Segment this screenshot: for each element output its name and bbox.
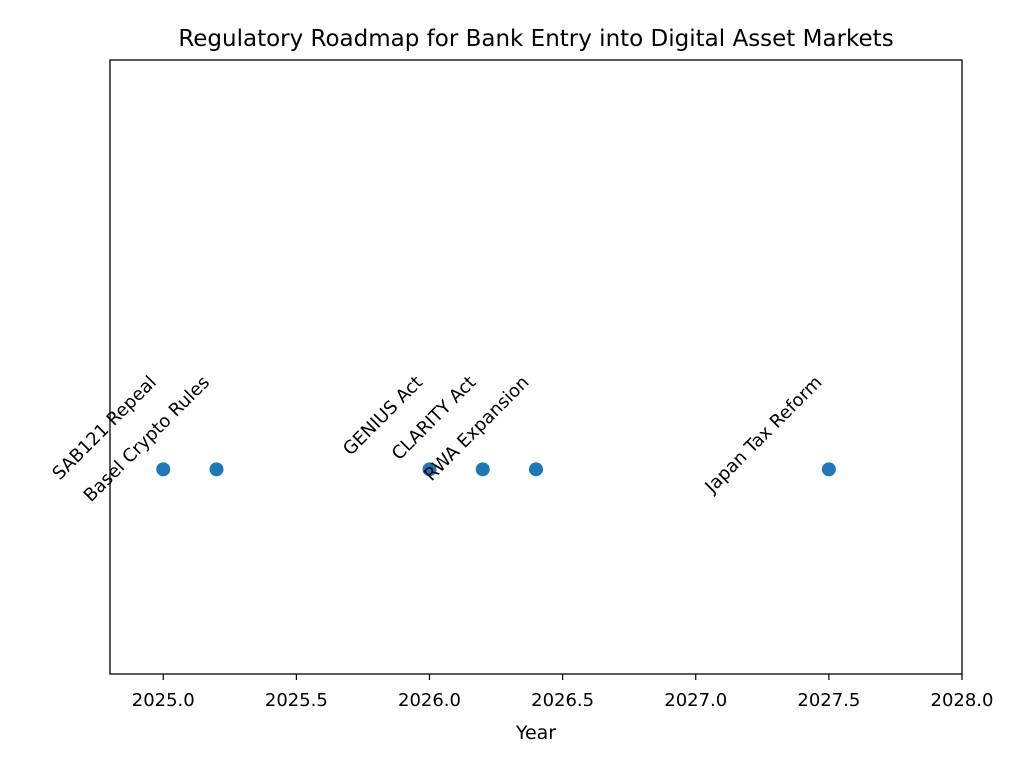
point [475,462,490,477]
x-tick-label: 2028.0 [931,690,994,711]
x-axis-label: Year [515,722,556,744]
point [209,462,224,477]
x-tick-label: 2025.5 [265,690,328,711]
point [529,462,543,477]
x-tick-label: 2027.5 [797,690,860,711]
plot-frame [109,59,963,675]
x-tick-label: 2026.5 [531,690,594,711]
chart-title: Regulatory Roadmap for Bank Entry into D… [178,26,893,52]
point [821,462,836,477]
point [156,462,171,477]
x-tick-label: 2025.0 [132,690,195,711]
x-tick-label: 2027.0 [664,690,727,711]
point-label: Japan Tax Reform [700,372,826,498]
point [422,462,437,477]
x-tick-label: 2026.0 [398,690,461,711]
